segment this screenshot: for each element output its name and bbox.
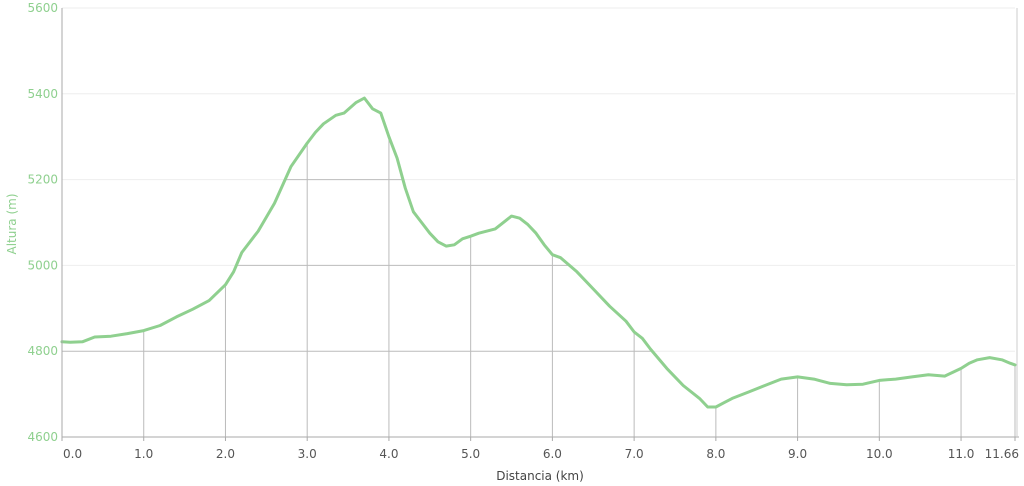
y-tick-label: 4600 xyxy=(27,430,58,444)
x-tick-label: 9.0 xyxy=(788,447,807,461)
y-tick-labels: 4600 4800 5000 5200 5400 5600 xyxy=(27,1,58,444)
axes xyxy=(61,8,1019,441)
x-tick-label: 3.0 xyxy=(298,447,317,461)
x-tick-label: 11.0 xyxy=(948,447,975,461)
x-tick-label: 1.0 xyxy=(134,447,153,461)
x-tick-label: 7.0 xyxy=(625,447,644,461)
x-tick-label: 8.0 xyxy=(706,447,725,461)
x-tick-label: 4.0 xyxy=(379,447,398,461)
x-axis-label: Distancia (km) xyxy=(496,469,584,483)
elevation-area-fill xyxy=(62,98,1015,437)
y-tick-label: 5200 xyxy=(27,173,58,187)
x-tick-label: 5.0 xyxy=(461,447,480,461)
y-tick-label: 5000 xyxy=(27,258,58,272)
x-tick-label: 0.0 xyxy=(63,447,82,461)
x-tick-label: 2.0 xyxy=(216,447,235,461)
x-tick-labels: 0.0 1.0 2.0 3.0 4.0 5.0 6.0 7.0 8.0 9.0 10.0 11.0 11… xyxy=(63,447,1019,461)
area-layer xyxy=(60,96,1017,438)
y-axis-label: Altura (m) xyxy=(5,193,19,254)
x-tick-label: 10.0 xyxy=(866,447,893,461)
y-tick-label: 4800 xyxy=(27,344,58,358)
x-tick-label: 6.0 xyxy=(543,447,562,461)
y-tick-label: 5600 xyxy=(27,1,58,15)
elevation-line xyxy=(60,96,1017,409)
x-tick-label: 11.66 xyxy=(985,447,1019,461)
y-tick-label: 5400 xyxy=(27,87,58,101)
